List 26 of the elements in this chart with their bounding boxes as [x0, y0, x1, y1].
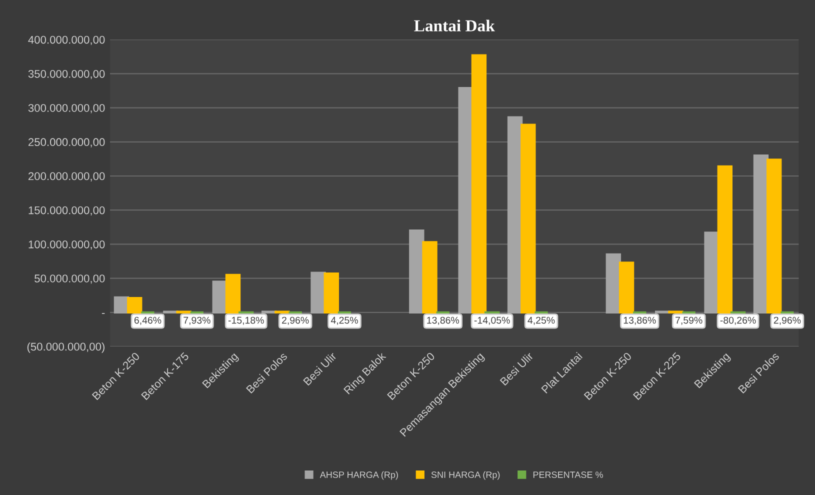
y-tick-label: (50.000.000,00) [27, 342, 104, 353]
y-tick-label: 100.000.000,00 [28, 240, 105, 250]
chart-title: Lantai Dak [414, 20, 495, 32]
legend-label: AHSP HARGA (Rp) [320, 471, 398, 480]
y-tick-label: 50.000.000,00 [34, 274, 105, 284]
data-label: 2,96% [282, 316, 309, 325]
data-label: 4,25% [528, 316, 555, 325]
data-label: 7,59% [676, 316, 702, 325]
y-tick-label: 250.000.000,00 [28, 138, 105, 148]
data-label: -80,26% [720, 316, 756, 325]
data-label: 13,86% [427, 316, 460, 325]
y-tick-label: 200.000.000,00 [28, 172, 105, 182]
y-tick-label: 150.000.000,00 [28, 206, 105, 216]
data-label: 6,46% [134, 316, 162, 325]
y-tick-label: 350.000.000,00 [28, 70, 105, 80]
y-tick-label: 400.000.000,00 [28, 36, 105, 46]
y-tick-label: - [102, 313, 105, 314]
data-label: 4,25% [330, 316, 358, 325]
data-label: -15,18% [228, 316, 264, 325]
legend-label: SNI HARGA (Rp) [431, 471, 500, 480]
legend-label: PERSENTASE % [533, 472, 603, 478]
y-tick-label: 300.000.000,00 [28, 104, 105, 114]
data-label: 2,96% [774, 316, 801, 325]
data-label: 7,93% [184, 316, 210, 325]
data-label: 13,86% [624, 316, 656, 325]
data-label: -14,05% [474, 316, 510, 325]
